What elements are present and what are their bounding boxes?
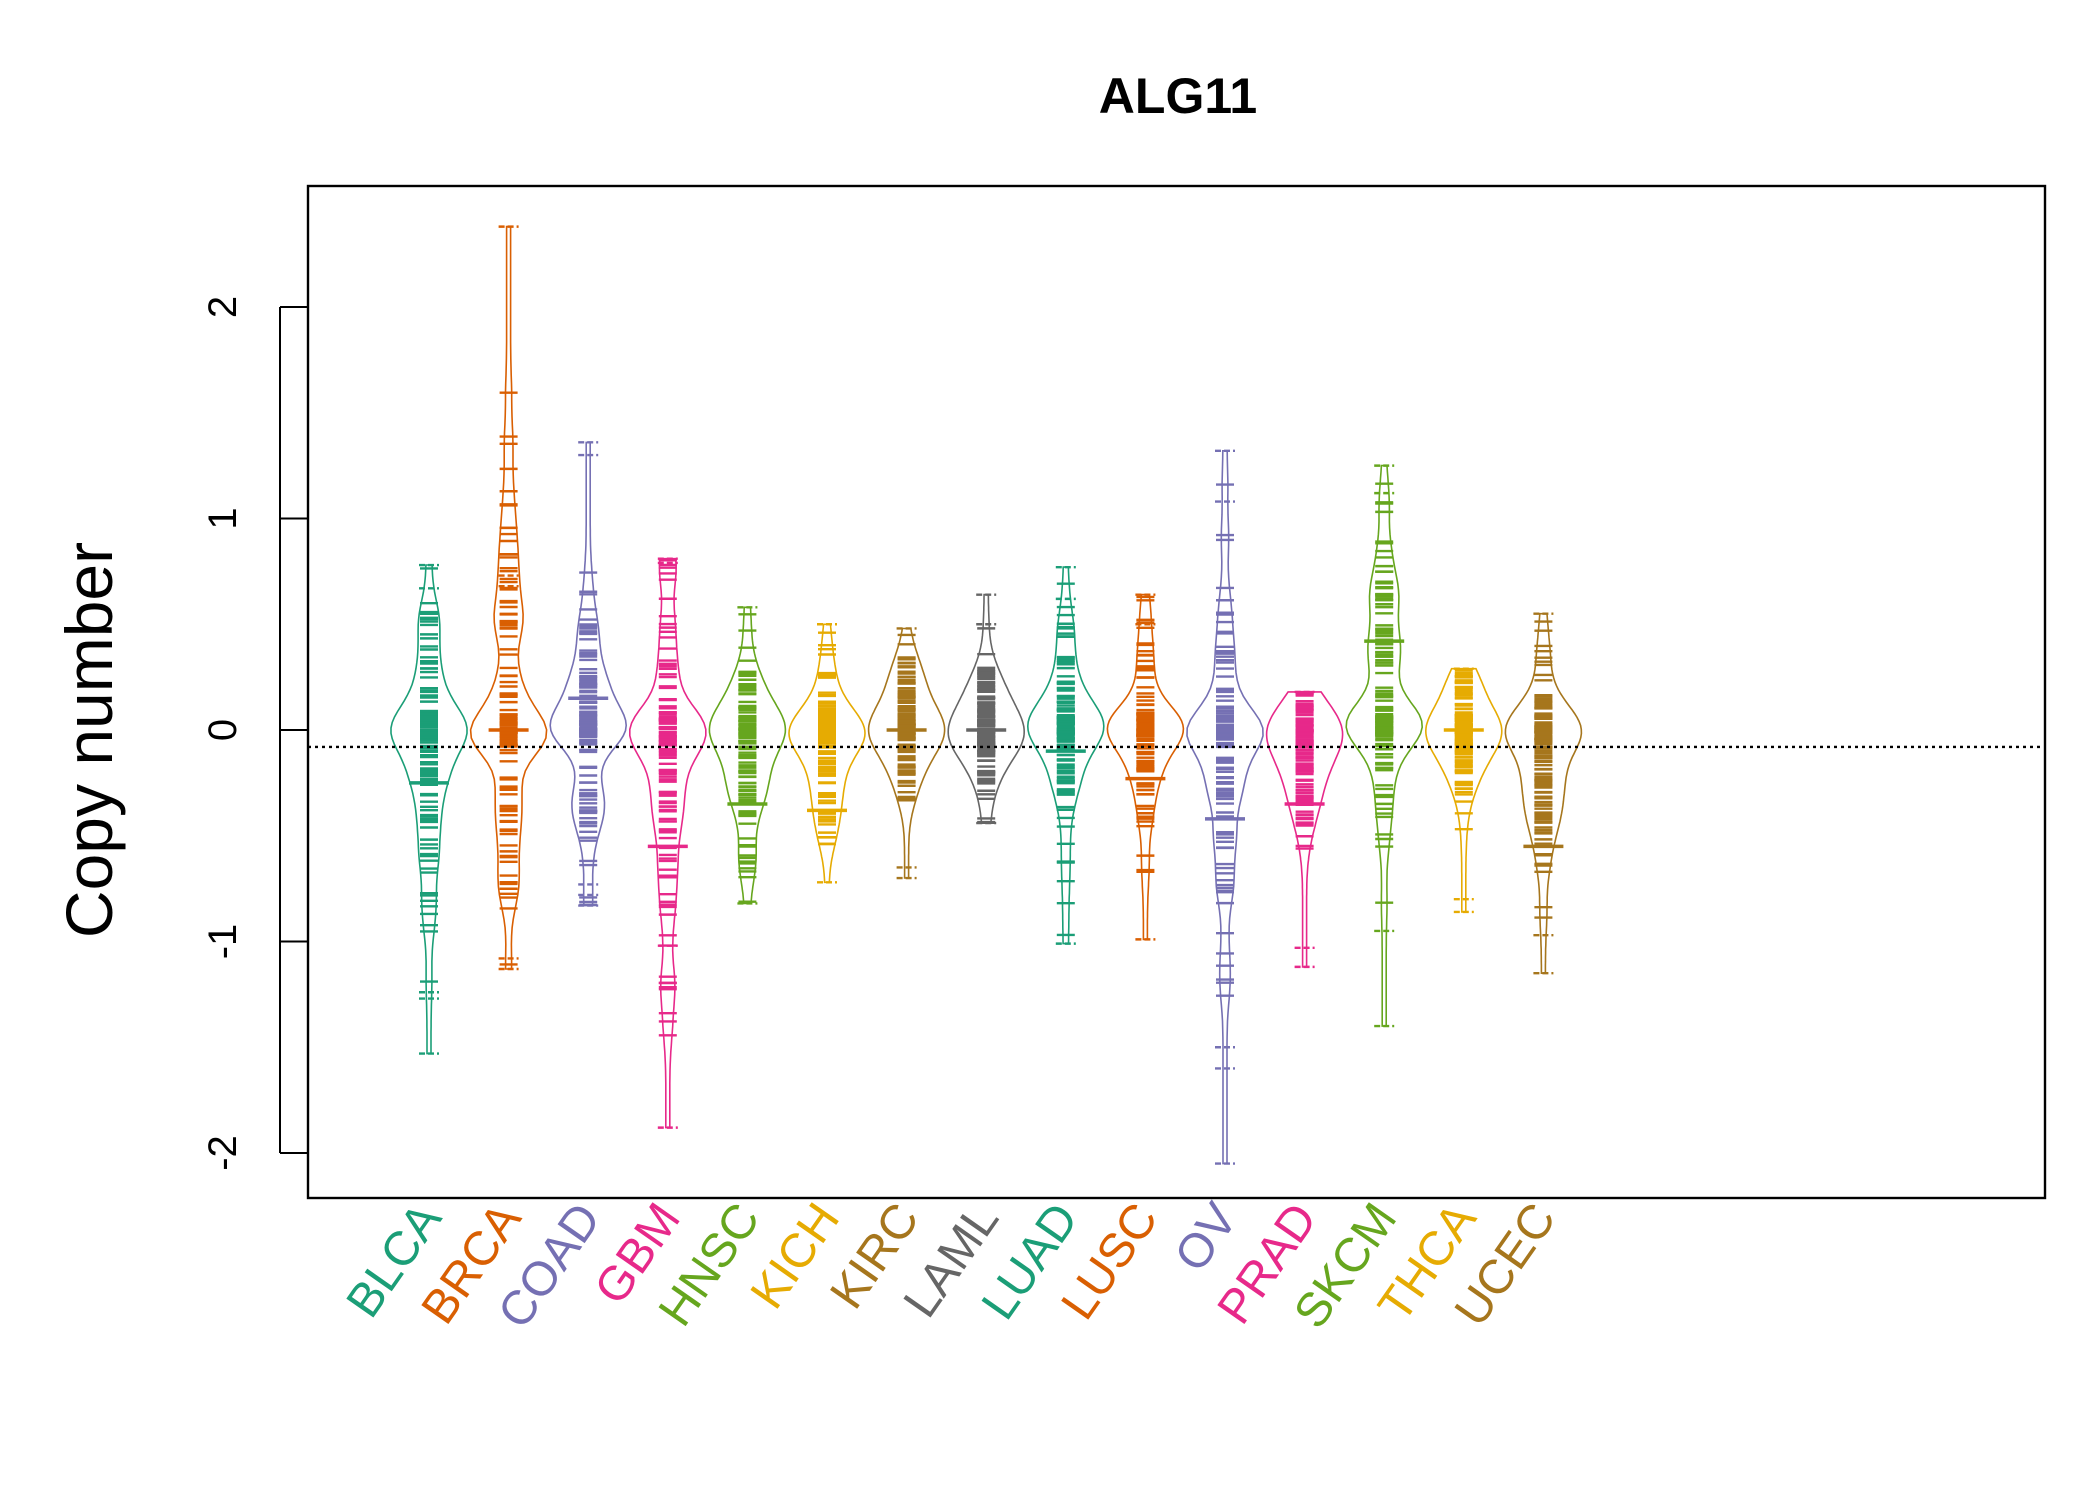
bean-thca: [1424, 667, 1503, 914]
y-tick-label: 2: [201, 296, 245, 318]
bean-density-brca: [469, 225, 548, 970]
bean-hnsc: [708, 606, 787, 905]
beans-layer: [308, 225, 2045, 1165]
y-tick-label: 1: [201, 507, 245, 529]
y-axis-label: Copy number: [52, 542, 126, 938]
plot-frame: [306, 184, 2047, 1200]
bean-ov: [1186, 449, 1264, 1165]
y-axis: -2 -1 0 1 2: [201, 296, 308, 1171]
bean-kirc: [867, 627, 946, 880]
bean-ucec: [1504, 612, 1583, 975]
bean-density-prad: [1265, 691, 1344, 968]
bean-gbm: [629, 557, 707, 1129]
bean-prad: [1265, 690, 1344, 969]
bean-kich: [788, 623, 866, 884]
bean-skcm: [1345, 464, 1424, 1028]
bean-density-ov: [1186, 450, 1264, 1165]
chart-title: ALG11: [1099, 68, 1257, 124]
bean-coad: [549, 441, 628, 907]
y-tick-label: -1: [201, 924, 245, 960]
bean-lusc: [1106, 593, 1185, 941]
bean-luad: [1026, 565, 1105, 945]
bean-laml: [947, 593, 1026, 825]
y-tick-label: -2: [201, 1135, 245, 1171]
bean-blca: [390, 563, 468, 1055]
y-tick-label: 0: [201, 719, 245, 741]
bean-brca: [469, 225, 548, 971]
